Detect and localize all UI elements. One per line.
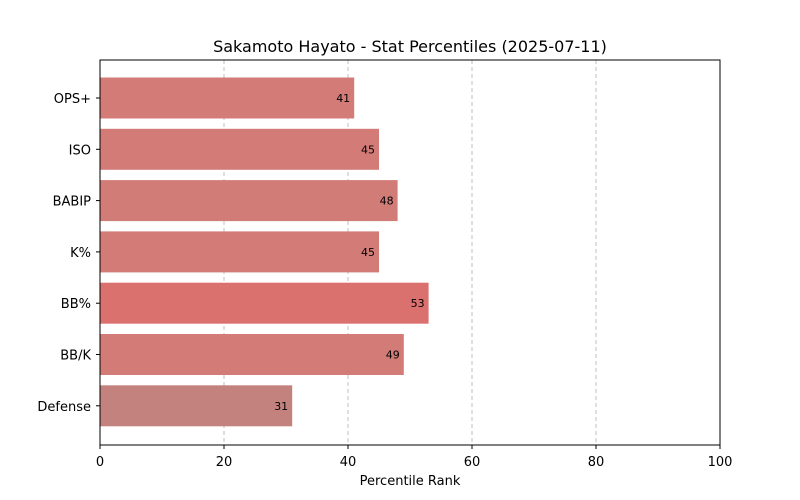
data-label: 49 (386, 349, 400, 362)
y-axis: OPS+ ISO BABIP K% BB% BB/K Defense (37, 92, 100, 415)
x-tick-label: 20 (216, 455, 233, 470)
x-tick-label: 60 (464, 455, 481, 470)
data-label: 48 (380, 195, 394, 208)
bar-bb-k (100, 334, 404, 375)
bar-ops- (100, 77, 355, 119)
y-tick-label: Defense (37, 400, 91, 415)
y-tick-label: ISO (69, 143, 91, 158)
bar-babip (100, 180, 398, 222)
y-tick-label: OPS+ (54, 92, 91, 107)
x-axis: 0 20 40 60 80 100 (96, 445, 733, 470)
x-axis-label: Percentile Rank (360, 474, 461, 489)
data-label: 31 (274, 400, 288, 413)
data-label: 41 (336, 92, 350, 105)
bar-k- (100, 231, 379, 273)
bar-defense (100, 385, 293, 427)
data-label: 45 (361, 143, 375, 156)
x-tick-label: 40 (340, 455, 357, 470)
data-label: 45 (361, 246, 375, 259)
chart-title: Sakamoto Hayato - Stat Percentiles (2025… (213, 37, 607, 56)
x-tick-label: 100 (708, 455, 733, 470)
bars-layer: 41 45 48 45 53 49 31 (100, 77, 429, 427)
data-label: 53 (411, 297, 425, 310)
y-tick-label: BABIP (53, 195, 92, 210)
x-tick-label: 0 (96, 455, 104, 470)
bar-iso (100, 128, 379, 170)
x-tick-label: 80 (588, 455, 605, 470)
plot-frame (99, 59, 721, 446)
y-tick-label: K% (70, 246, 91, 261)
bar-bb- (100, 282, 429, 324)
y-tick-label: BB/K (60, 349, 91, 364)
y-tick-label: BB% (61, 297, 91, 312)
